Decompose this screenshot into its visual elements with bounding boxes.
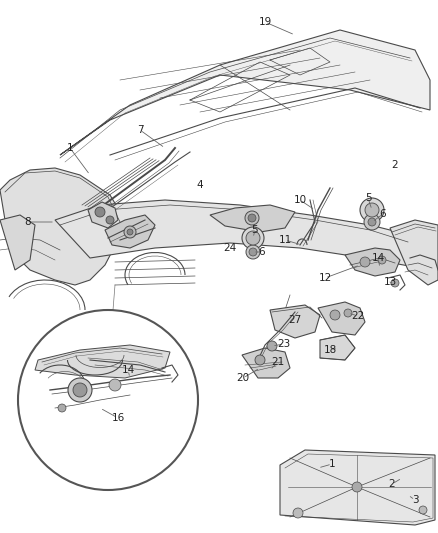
Polygon shape <box>0 168 125 285</box>
Text: 2: 2 <box>392 160 398 170</box>
Text: 1: 1 <box>67 143 73 153</box>
Circle shape <box>267 341 277 351</box>
Text: 22: 22 <box>351 311 364 321</box>
Text: 5: 5 <box>365 193 371 203</box>
Circle shape <box>106 216 114 224</box>
Text: 1: 1 <box>328 459 336 469</box>
Circle shape <box>245 211 259 225</box>
Polygon shape <box>0 215 35 270</box>
Polygon shape <box>55 200 425 268</box>
Text: 3: 3 <box>412 495 418 505</box>
Text: 2: 2 <box>389 479 396 489</box>
Circle shape <box>73 383 87 397</box>
Text: 16: 16 <box>111 413 125 423</box>
Circle shape <box>109 379 121 391</box>
Circle shape <box>368 218 376 226</box>
Text: 14: 14 <box>121 365 134 375</box>
Polygon shape <box>210 205 295 232</box>
Text: 21: 21 <box>272 357 285 367</box>
Polygon shape <box>242 348 290 378</box>
Polygon shape <box>105 215 155 248</box>
Circle shape <box>344 309 352 317</box>
Text: 23: 23 <box>277 339 291 349</box>
Text: 8: 8 <box>25 217 31 227</box>
Polygon shape <box>345 248 400 276</box>
Text: 6: 6 <box>380 209 386 219</box>
Text: 13: 13 <box>383 277 397 287</box>
Polygon shape <box>280 450 435 525</box>
Polygon shape <box>35 345 170 378</box>
Circle shape <box>391 279 399 287</box>
Polygon shape <box>60 30 430 155</box>
Circle shape <box>246 245 260 259</box>
Circle shape <box>330 310 340 320</box>
Circle shape <box>242 227 264 249</box>
Circle shape <box>378 256 386 264</box>
Circle shape <box>124 226 136 238</box>
Text: 12: 12 <box>318 273 332 283</box>
Circle shape <box>246 231 260 245</box>
Circle shape <box>248 214 256 222</box>
Text: 27: 27 <box>288 315 302 325</box>
Circle shape <box>249 248 257 256</box>
Text: 20: 20 <box>237 373 250 383</box>
Circle shape <box>293 508 303 518</box>
Text: 11: 11 <box>279 235 292 245</box>
Text: 5: 5 <box>252 225 258 235</box>
Text: 19: 19 <box>258 17 272 27</box>
Polygon shape <box>390 220 438 285</box>
Text: 14: 14 <box>371 253 385 263</box>
Text: 7: 7 <box>137 125 143 135</box>
Circle shape <box>360 198 384 222</box>
Circle shape <box>255 355 265 365</box>
Polygon shape <box>270 305 320 338</box>
Circle shape <box>127 229 133 235</box>
Circle shape <box>364 214 380 230</box>
Polygon shape <box>88 202 118 228</box>
Circle shape <box>68 378 92 402</box>
Text: 10: 10 <box>293 195 307 205</box>
Circle shape <box>352 482 362 492</box>
Polygon shape <box>320 335 355 360</box>
Text: 6: 6 <box>259 247 265 257</box>
Circle shape <box>58 404 66 412</box>
Circle shape <box>419 506 427 514</box>
Circle shape <box>18 310 198 490</box>
Text: 18: 18 <box>323 345 337 355</box>
Text: 4: 4 <box>197 180 203 190</box>
Polygon shape <box>318 302 365 335</box>
Circle shape <box>95 207 105 217</box>
Circle shape <box>365 203 379 217</box>
Circle shape <box>360 257 370 267</box>
Text: 24: 24 <box>223 243 237 253</box>
